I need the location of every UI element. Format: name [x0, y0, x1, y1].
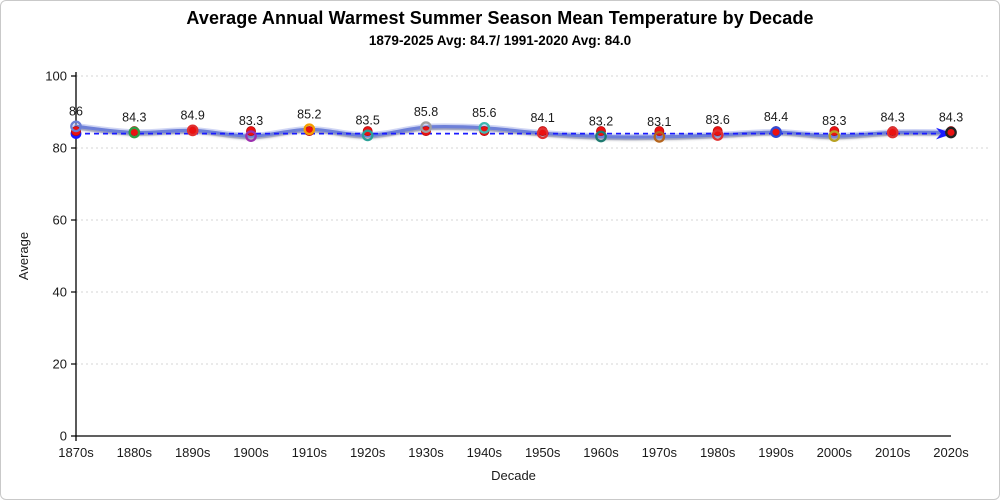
x-tick-label: 1970s	[642, 445, 678, 460]
data-point-marker	[361, 129, 374, 142]
y-tick-label: 80	[53, 141, 67, 156]
data-label: 84.3	[939, 111, 963, 125]
data-point-marker	[595, 130, 607, 143]
x-tick-label: 1870s	[58, 445, 94, 460]
data-label: 83.5	[355, 113, 379, 127]
data-point-marker	[70, 120, 82, 133]
data-label: 84.1	[530, 111, 554, 125]
y-tick-label: 60	[53, 213, 67, 228]
data-point-marker	[711, 129, 724, 141]
x-tick-label: 1920s	[350, 445, 386, 460]
data-label: 84.3	[122, 111, 146, 125]
x-tick-label: 1930s	[408, 445, 444, 460]
data-label: 84.4	[764, 110, 788, 124]
data-point-marker	[945, 126, 957, 139]
data-label: 85.6	[472, 106, 496, 120]
data-point-marker	[186, 124, 199, 137]
chart-title: Average Annual Warmest Summer Season Mea…	[186, 8, 814, 28]
data-point-marker	[128, 126, 141, 139]
data-point-marker	[536, 127, 549, 140]
data-point-marker	[653, 130, 666, 143]
data-point-marker	[245, 130, 257, 142]
x-tick-label: 1910s	[292, 445, 328, 460]
x-tick-label: 1950s	[525, 445, 561, 460]
x-tick-label: 2010s	[875, 445, 911, 460]
data-label: 85.2	[297, 107, 321, 121]
data-point-marker	[886, 126, 899, 139]
x-tick-label: 2000s	[817, 445, 853, 460]
x-tick-label: 1880s	[117, 445, 153, 460]
x-tick-label: 1890s	[175, 445, 211, 460]
y-tick-label: 20	[53, 357, 67, 372]
y-tick-label: 40	[53, 285, 67, 300]
avg-line-blue-arrow-icon	[936, 127, 953, 140]
data-point-marker	[478, 121, 491, 134]
data-label: 84.9	[180, 108, 204, 122]
x-tick-label: 1900s	[233, 445, 269, 460]
y-axis-title: Average	[16, 232, 31, 280]
x-tick-label: 1940s	[467, 445, 503, 460]
data-point-marker	[420, 121, 432, 133]
data-label: 83.2	[589, 114, 613, 128]
x-axis-title: Decade	[491, 468, 536, 483]
data-label: 83.6	[705, 113, 729, 127]
data-point-marker	[303, 123, 316, 136]
y-tick-label: 0	[60, 429, 67, 444]
data-label: 86	[69, 104, 83, 118]
data-label: 84.3	[880, 111, 904, 125]
data-label: 85.8	[414, 105, 438, 119]
y-tick-label: 100	[45, 69, 67, 84]
data-point-marker	[828, 130, 841, 142]
x-tick-label: 2020s	[933, 445, 969, 460]
x-tick-label: 1990s	[758, 445, 794, 460]
data-label: 83.1	[647, 115, 671, 129]
data-label: 83.3	[239, 114, 263, 128]
data-point-marker	[770, 126, 782, 139]
x-tick-label: 1960s	[583, 445, 619, 460]
x-tick-label: 1980s	[700, 445, 736, 460]
data-label: 83.3	[822, 114, 846, 128]
chart-subtitle: 1879-2025 Avg: 84.7/ 1991-2020 Avg: 84.0	[368, 33, 632, 48]
